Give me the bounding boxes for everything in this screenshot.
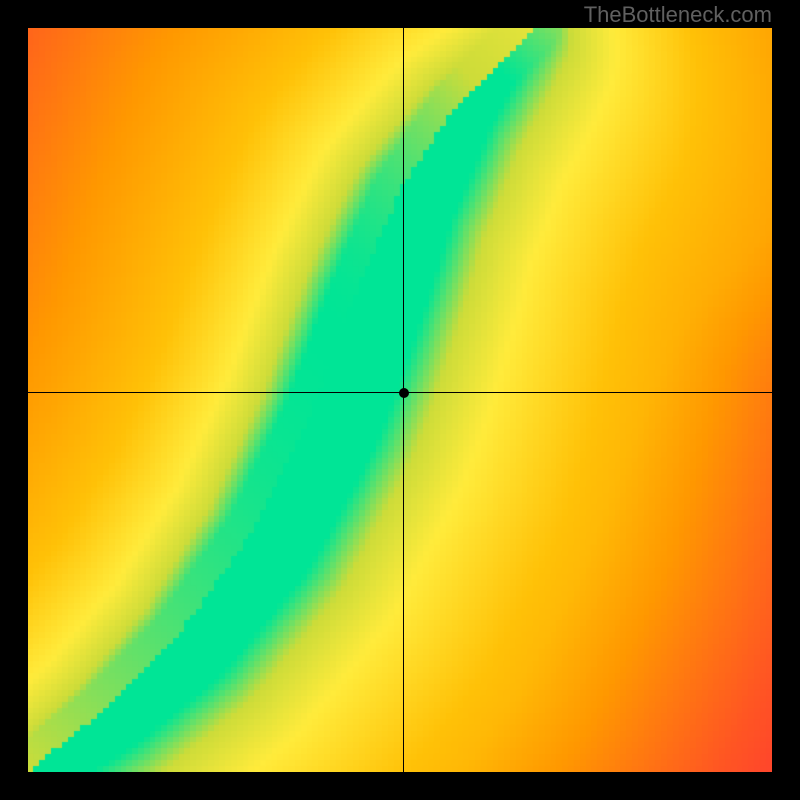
watermark-text: TheBottleneck.com <box>584 2 772 28</box>
marker-dot <box>399 388 409 398</box>
heatmap-canvas <box>28 28 772 772</box>
crosshair-vertical <box>403 28 404 772</box>
chart-container: TheBottleneck.com <box>0 0 800 800</box>
